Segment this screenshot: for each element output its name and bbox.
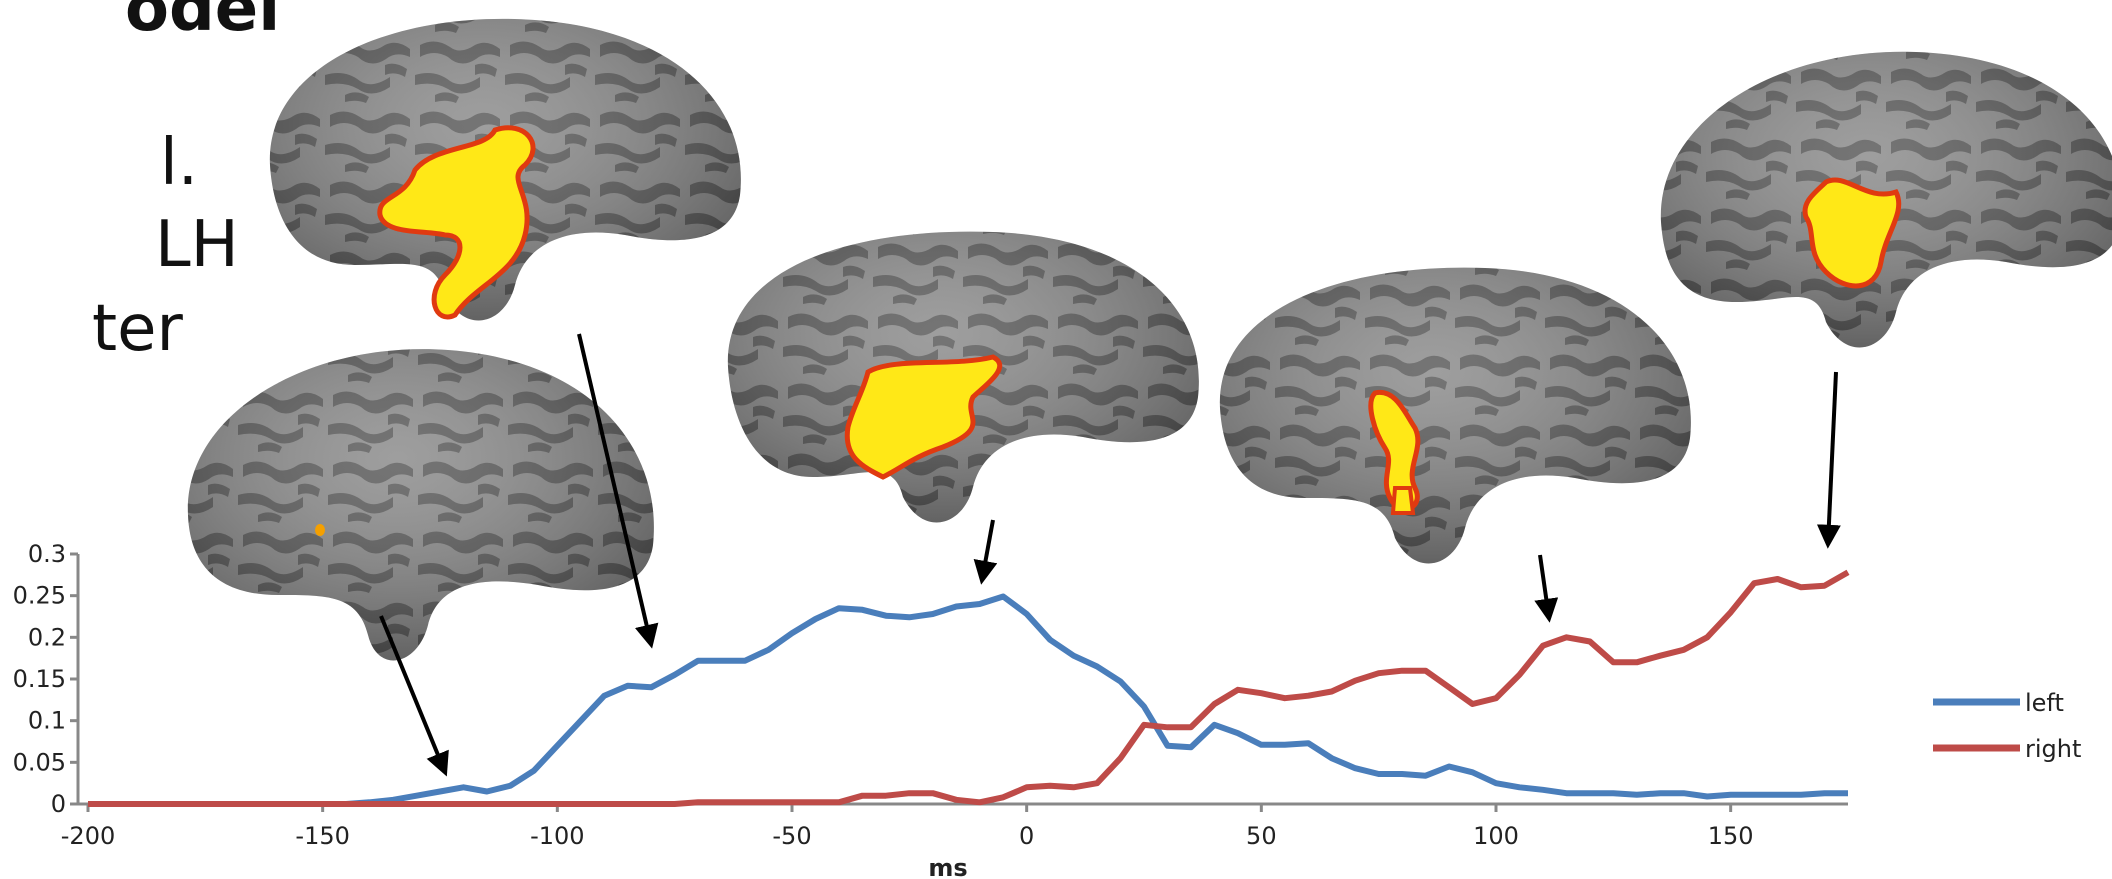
- arrow: [982, 520, 993, 580]
- x-tick-label: -200: [61, 822, 115, 850]
- y-tick-label: 0.2: [28, 623, 66, 651]
- slide: odel l. LH ter 0 0.05 0.1 0.15 0.2 0.25 0.3 -20…: [0, 0, 2112, 879]
- x-tick-label: -150: [295, 822, 349, 850]
- y-tick-label: 0.05: [13, 748, 66, 776]
- x-tick-label: -50: [772, 822, 811, 850]
- brain: [1661, 52, 2112, 348]
- brain: [728, 232, 1199, 523]
- y-tick-label: 0.15: [13, 665, 66, 693]
- slide-line: LH: [155, 208, 239, 282]
- arrow: [1540, 555, 1549, 618]
- series-line: [88, 597, 1848, 805]
- slide-title: odel: [125, 0, 280, 46]
- brain: [1220, 268, 1691, 564]
- arrow: [1828, 372, 1836, 544]
- y-tick-label: 0.1: [28, 707, 66, 735]
- slide-line: l.: [160, 126, 198, 200]
- brain: [188, 349, 654, 660]
- y-tick-label: 0.25: [13, 582, 66, 610]
- legend-label: left: [2025, 689, 2064, 717]
- slide-line: ter: [92, 292, 183, 366]
- x-tick-label: 150: [1708, 822, 1754, 850]
- brain-images: [188, 19, 2112, 661]
- x-tick-label: 0: [1019, 822, 1034, 850]
- brain: [270, 19, 741, 321]
- x-axis-title: ms: [928, 854, 967, 879]
- x-tick-label: -100: [530, 822, 584, 850]
- legend-label: right: [2025, 735, 2081, 763]
- slide-text: odel l. LH ter: [92, 0, 280, 366]
- x-tick-label: 50: [1246, 822, 1277, 850]
- x-tick-label: 100: [1473, 822, 1519, 850]
- y-tick-label: 0: [51, 790, 66, 818]
- y-tick-label: 0.3: [28, 540, 66, 568]
